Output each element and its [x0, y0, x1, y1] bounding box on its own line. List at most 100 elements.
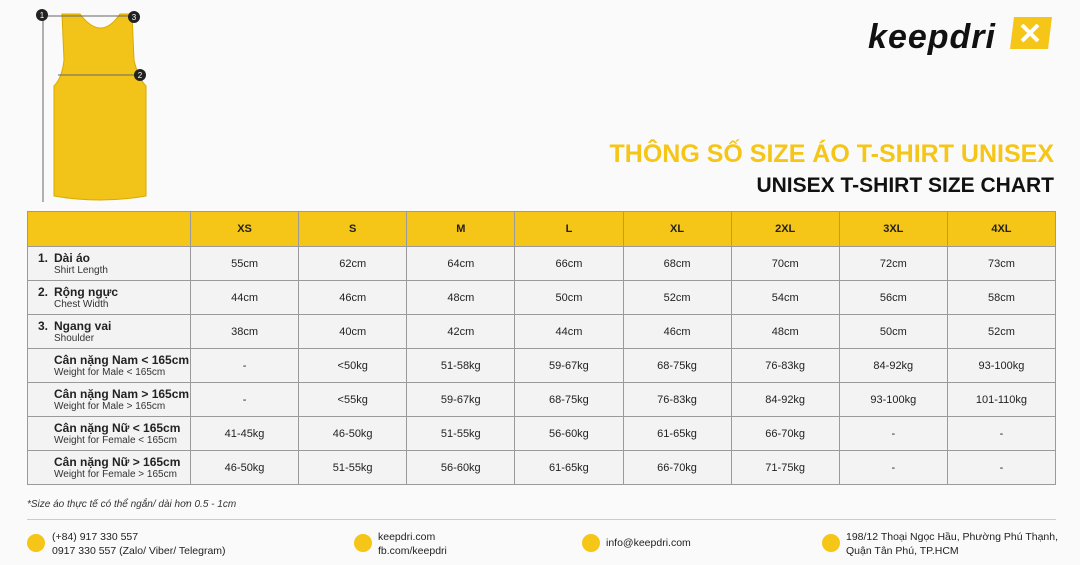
cell: 72cm [838, 246, 948, 281]
label-text: Rộng ngực Chest Width [54, 285, 118, 310]
cell: 40cm [298, 314, 408, 349]
cell: 59-67kg [406, 382, 516, 417]
cell: - [946, 450, 1057, 485]
cell: 56-60kg [406, 450, 516, 485]
row-label: 2. Rộng ngực Chest Width [27, 280, 191, 315]
size-header: L [514, 211, 624, 247]
cell: - [838, 450, 948, 485]
row: 2. Rộng ngực Chest Width 44cm 46cm 48cm 50cm 52… [27, 280, 1057, 315]
cell: 44cm [514, 314, 624, 349]
cell: 46cm [622, 314, 732, 349]
cell: <55kg [298, 382, 408, 417]
label-en: Shirt Length [54, 265, 108, 276]
cell: - [946, 416, 1057, 451]
cell: 93-100kg [838, 382, 948, 417]
row-label: Cân nặng Nữ < 165cm Weight for Female < 1… [27, 416, 191, 451]
cell: 48cm [730, 314, 840, 349]
label-en: Weight for Female > 165cm [54, 469, 177, 480]
size-table: XS S M L XL 2XL 3XL 4XL 1. Dài áo Shirt Length 55cm… [27, 211, 1057, 485]
label-en: Weight for Male > 165cm [54, 401, 166, 412]
cell: 51-58kg [406, 348, 516, 383]
row-label: 3. Ngang vai Shoulder [27, 314, 191, 349]
marker [128, 11, 140, 23]
row-label: Cân nặng Nữ > 165cm Weight for Female > 1… [27, 450, 191, 485]
corner-cell [27, 211, 191, 247]
row-label: Cân nặng Nam > 165cm Weight for Male > 16… [27, 382, 191, 417]
marker-label: 2 [138, 71, 143, 80]
size-header: S [298, 211, 408, 247]
web-icon [354, 534, 372, 552]
title-vi: THÔNG SỐ SIZE ÁO T-SHIRT UNISEX [609, 140, 1054, 168]
cell: 56-60kg [514, 416, 624, 451]
cell: 46-50kg [298, 416, 408, 451]
row: Cân nặng Nữ < 165cm Weight for Female < 1… [27, 416, 1057, 451]
cell: 42cm [406, 314, 516, 349]
marker [134, 69, 146, 81]
cell: 51-55kg [298, 450, 408, 485]
label-vi: Cân nặng Nữ > 165cm [54, 455, 181, 469]
cell: 50cm [838, 314, 948, 349]
cell: 54cm [730, 280, 840, 315]
web-line[interactable]: fb.com/keepdri [378, 545, 447, 557]
cell: 59-67kg [514, 348, 624, 383]
label-vi: Dài áo [54, 251, 91, 265]
cell: 51-55kg [406, 416, 516, 451]
brand-logo [1010, 17, 1052, 49]
row: Cân nặng Nam < 165cm Weight for Male < 16… [27, 348, 1057, 383]
cell: - [189, 348, 300, 383]
row: Cân nặng Nam > 165cm Weight for Male > 16… [27, 382, 1057, 417]
row-number: 2. [38, 285, 49, 299]
cell: 68-75kg [622, 348, 732, 383]
phone-icon [27, 534, 45, 552]
cell: 52cm [946, 314, 1057, 349]
label-wrap: 2. Rộng ngực Chest Width [38, 285, 190, 310]
row-number: 1. [38, 251, 49, 265]
email-icon [582, 534, 600, 552]
label-vi: Cân nặng Nam > 165cm [54, 387, 190, 401]
row-label: 1. Dài áo Shirt Length [27, 246, 191, 281]
address: 198/12 Thoại Ngọc Hầu, Phường Phú Thạnh,… [846, 530, 1058, 558]
web: keepdri.com fb.com/keepdri [378, 530, 447, 558]
brand: keepdri [868, 18, 996, 56]
marker-label: 1 [40, 11, 45, 20]
label-text: Dài áo Shirt Length [54, 251, 108, 276]
web-line[interactable]: keepdri.com [378, 531, 436, 543]
cell: 93-100kg [946, 348, 1057, 383]
row: 1. Dài áo Shirt Length 55cm 62cm 64cm 66cm 68cm… [27, 246, 1057, 281]
cell: - [189, 382, 300, 417]
row: Cân nặng Nữ > 165cm Weight for Female > 1… [27, 450, 1057, 485]
cell: - [838, 416, 948, 451]
cell: 71-75kg [730, 450, 840, 485]
cell: 41-45kg [189, 416, 300, 451]
address-line: Quận Tân Phú, TP.HCM [846, 545, 959, 557]
size-header: XL [622, 211, 732, 247]
cell: 50cm [514, 280, 624, 315]
cell: <50kg [298, 348, 408, 383]
cell: 48cm [406, 280, 516, 315]
title-en: UNISEX T-SHIRT SIZE CHART [756, 174, 1054, 197]
label-wrap: 3. Ngang vai Shoulder [38, 319, 190, 344]
address-icon [822, 534, 840, 552]
row-label: Cân nặng Nam < 165cm Weight for Male < 16… [27, 348, 191, 383]
cell: 66cm [514, 246, 624, 281]
label-vi: Cân nặng Nữ < 165cm [54, 421, 181, 435]
cell: 73cm [946, 246, 1057, 281]
size-header: M [406, 211, 516, 247]
cell: 64cm [406, 246, 516, 281]
marker-label: 3 [132, 13, 137, 22]
cell: 76-83kg [730, 348, 840, 383]
cell: 61-65kg [622, 416, 732, 451]
size-header: 3XL [838, 211, 948, 247]
size-header: 4XL [946, 211, 1057, 247]
email[interactable]: info@keepdri.com [606, 537, 691, 549]
phone: (+84) 917 330 557 0917 330 557 (Zalo/ Vi… [52, 530, 226, 558]
cell: 38cm [189, 314, 300, 349]
cell: 66-70kg [622, 450, 732, 485]
cell: 66-70kg [730, 416, 840, 451]
note: *Size áo thực tế có thể ngắn/ dài hơn 0.… [27, 499, 237, 510]
cell: 68-75kg [514, 382, 624, 417]
size-header: 2XL [730, 211, 840, 247]
marker [36, 9, 48, 21]
cell: 44cm [189, 280, 300, 315]
